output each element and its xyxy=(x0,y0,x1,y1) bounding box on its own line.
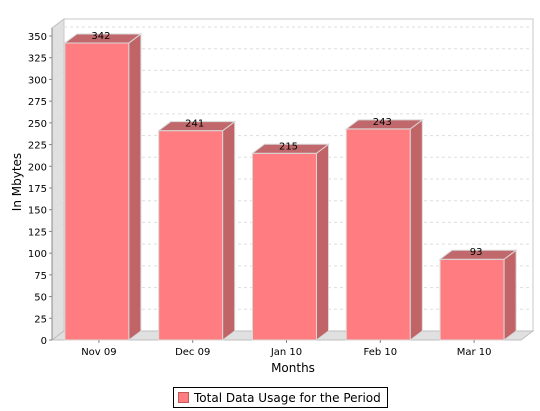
gridline-side xyxy=(51,222,65,232)
bar-top xyxy=(157,121,237,132)
bar-side xyxy=(222,120,236,341)
y-tick-label: 250 xyxy=(28,119,47,130)
gridline-side xyxy=(51,113,65,124)
legend-label: Total Data Usage for the Period xyxy=(194,390,381,405)
gridline-side xyxy=(51,70,65,80)
y-tick-label: 25 xyxy=(34,314,47,325)
y-tick-label: 275 xyxy=(28,97,47,108)
gridline-side xyxy=(51,265,65,276)
gridline-side xyxy=(51,308,65,319)
y-tick-label: 0 xyxy=(41,336,47,347)
bar-top xyxy=(344,119,424,130)
gridline-side xyxy=(51,243,65,254)
y-tick-label: 75 xyxy=(34,271,47,282)
gridline-side xyxy=(51,135,65,145)
y-tick-label: 325 xyxy=(28,54,47,65)
gridline-side xyxy=(51,48,65,59)
bar-top xyxy=(438,249,518,260)
y-tick-label: 100 xyxy=(28,249,47,260)
bar-side xyxy=(503,249,517,342)
bar-value-label: 215 xyxy=(279,141,298,152)
x-axis-label: Months xyxy=(271,361,315,375)
gridline-side xyxy=(51,178,65,189)
x-tick-label: Mar 10 xyxy=(457,347,492,358)
bar-value-label: 93 xyxy=(470,247,483,258)
y-tick-label: 300 xyxy=(28,75,47,86)
gridline-side xyxy=(51,287,65,297)
y-axis-label: In Mbytes xyxy=(10,153,24,211)
bar-front xyxy=(345,128,411,341)
bar-side xyxy=(128,32,142,341)
bar-side xyxy=(409,118,423,341)
legend: Total Data Usage for the Period xyxy=(173,387,388,408)
bar: 215 xyxy=(251,141,330,341)
x-tick-label: Dec 09 xyxy=(175,347,210,358)
gridline-side xyxy=(51,156,65,167)
x-axis: Nov 09 Dec 09 Jan 10 Feb 10 Mar 10 xyxy=(81,340,491,358)
y-tick-label: 150 xyxy=(28,206,47,217)
y-tick-label: 50 xyxy=(34,293,47,304)
bar: 241 xyxy=(157,119,237,341)
bar-front xyxy=(252,152,317,341)
x-tick-label: Feb 10 xyxy=(363,347,397,358)
bar: 342 xyxy=(63,31,143,341)
y-tick-label: 350 xyxy=(28,32,47,43)
bar-front xyxy=(439,258,505,341)
gridline-side xyxy=(51,26,65,37)
bar-front xyxy=(158,130,224,341)
y-tick-label: 175 xyxy=(28,184,47,195)
y-axis: 0 25 50 75 100 125 150 175 200 225 250 275 300 325 350 xyxy=(28,28,53,347)
bar-top xyxy=(251,143,330,154)
bar: 93 xyxy=(438,247,518,342)
y-tick-label: 200 xyxy=(28,162,47,173)
legend-swatch xyxy=(178,392,189,403)
y-tick-label: 225 xyxy=(28,141,47,152)
bar-front xyxy=(64,42,130,341)
gridline-side xyxy=(51,200,65,211)
y-tick-label: 125 xyxy=(28,227,47,238)
x-tick-label: Jan 10 xyxy=(270,347,302,358)
x-tick-label: Nov 09 xyxy=(81,347,116,358)
bar-value-label: 241 xyxy=(185,119,204,130)
bar-value-label: 243 xyxy=(373,117,392,128)
gridline-side xyxy=(51,91,65,102)
bar-top xyxy=(63,33,143,44)
bar: 243 xyxy=(344,117,424,341)
bar-side xyxy=(316,143,329,341)
bars: 342 241 215 243 93 xyxy=(63,31,518,342)
bar-value-label: 342 xyxy=(91,31,110,42)
